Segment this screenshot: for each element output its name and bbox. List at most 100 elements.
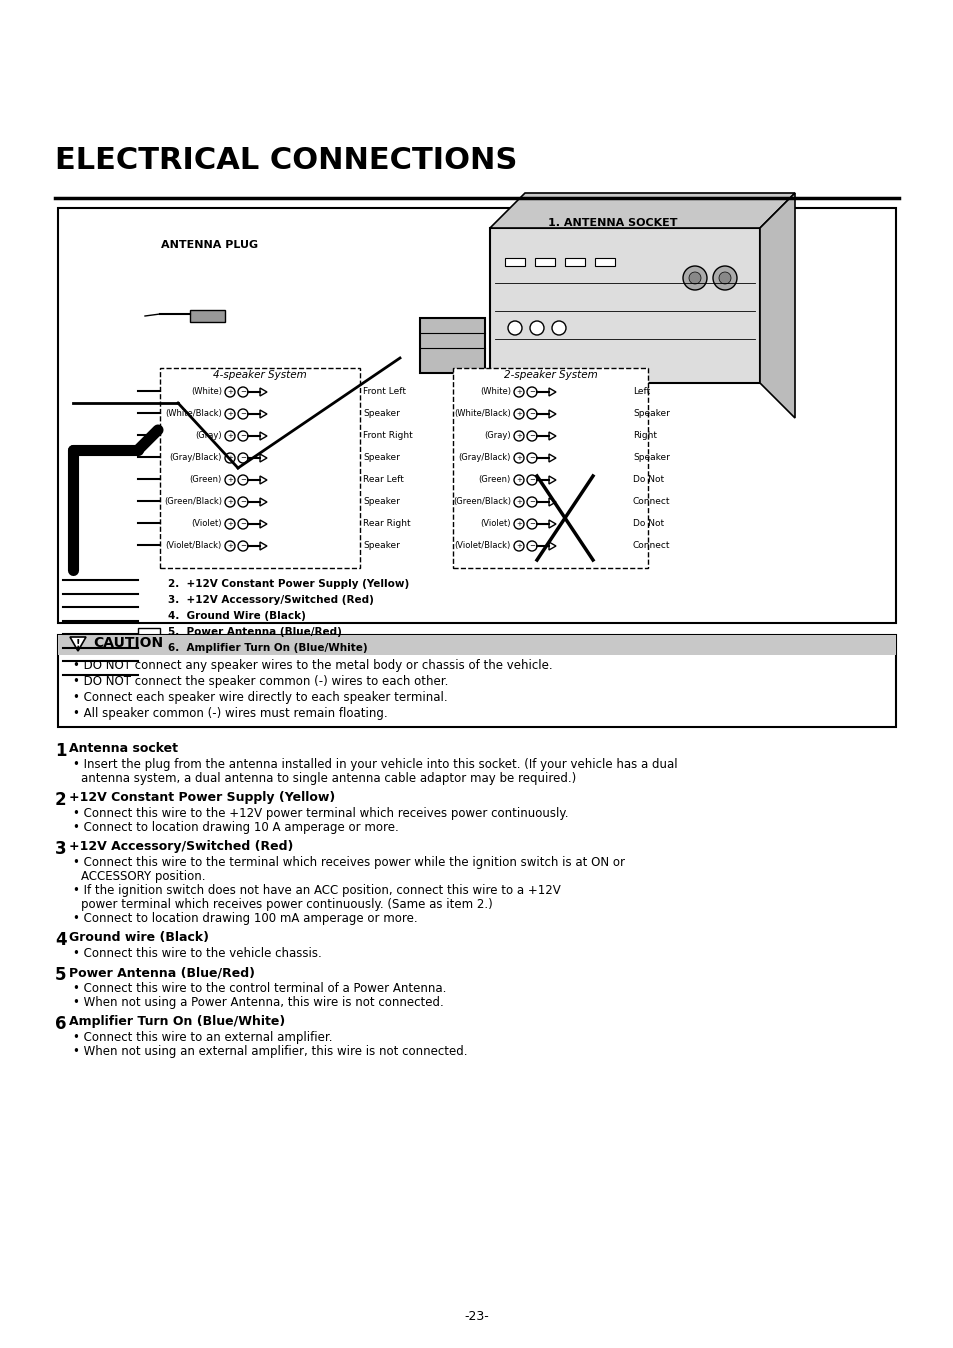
Bar bbox=[58, 635, 895, 655]
Text: +: + bbox=[516, 390, 521, 395]
Bar bbox=[535, 257, 555, 266]
Circle shape bbox=[225, 474, 234, 485]
Text: • If the ignition switch does not have an ACC position, connect this wire to a +: • If the ignition switch does not have a… bbox=[73, 884, 560, 896]
Text: 3: 3 bbox=[55, 840, 67, 857]
Text: (Gray): (Gray) bbox=[195, 431, 222, 439]
Text: +: + bbox=[227, 390, 233, 395]
Bar bbox=[58, 208, 895, 623]
Text: Do Not: Do Not bbox=[633, 474, 663, 484]
Text: +12V Constant Power Supply (Yellow): +12V Constant Power Supply (Yellow) bbox=[69, 791, 335, 803]
Circle shape bbox=[712, 266, 737, 290]
Text: Rear Left: Rear Left bbox=[363, 474, 403, 484]
Circle shape bbox=[225, 519, 234, 528]
Text: (Gray/Black): (Gray/Black) bbox=[458, 453, 511, 462]
Bar bbox=[490, 228, 760, 383]
Polygon shape bbox=[490, 193, 794, 228]
Text: Power Antenna (Blue/Red): Power Antenna (Blue/Red) bbox=[69, 967, 254, 979]
Circle shape bbox=[225, 453, 234, 462]
Bar bbox=[419, 318, 484, 373]
Circle shape bbox=[682, 266, 706, 290]
Text: Right: Right bbox=[633, 431, 657, 439]
Text: −: − bbox=[240, 543, 246, 549]
Text: −: − bbox=[240, 411, 246, 417]
Text: 1: 1 bbox=[55, 741, 67, 760]
Circle shape bbox=[526, 519, 537, 528]
Circle shape bbox=[688, 272, 700, 284]
Text: Speaker: Speaker bbox=[633, 408, 669, 418]
Bar bbox=[190, 310, 225, 322]
Text: -23-: -23- bbox=[464, 1310, 489, 1322]
Text: 4.  Ground Wire (Black): 4. Ground Wire (Black) bbox=[168, 611, 306, 621]
Text: 1. ANTENNA SOCKET: 1. ANTENNA SOCKET bbox=[547, 218, 677, 228]
Circle shape bbox=[526, 541, 537, 551]
Text: +: + bbox=[227, 520, 233, 527]
Circle shape bbox=[237, 519, 248, 528]
Circle shape bbox=[526, 453, 537, 462]
Polygon shape bbox=[548, 388, 556, 396]
Bar bbox=[453, 368, 647, 568]
Text: 2-speaker System: 2-speaker System bbox=[503, 369, 597, 380]
Text: (Violet/Black): (Violet/Black) bbox=[455, 541, 511, 550]
Text: Front Right: Front Right bbox=[363, 431, 413, 439]
Text: • All speaker common (-) wires must remain floating.: • All speaker common (-) wires must rema… bbox=[73, 706, 387, 720]
Text: Connect: Connect bbox=[633, 541, 670, 550]
Polygon shape bbox=[548, 431, 556, 439]
Text: +: + bbox=[516, 477, 521, 483]
Circle shape bbox=[514, 474, 523, 485]
Text: +: + bbox=[227, 499, 233, 506]
Text: −: − bbox=[240, 456, 246, 461]
Text: Left: Left bbox=[633, 387, 650, 396]
Text: • Connect this wire to an external amplifier.: • Connect this wire to an external ampli… bbox=[73, 1031, 333, 1043]
Circle shape bbox=[526, 431, 537, 441]
Text: Connect: Connect bbox=[633, 497, 670, 506]
Text: +: + bbox=[516, 433, 521, 439]
Circle shape bbox=[237, 408, 248, 419]
Text: !: ! bbox=[75, 639, 80, 648]
Polygon shape bbox=[548, 410, 556, 418]
Text: −: − bbox=[240, 390, 246, 395]
Text: • DO NOT connect any speaker wires to the metal body or chassis of the vehicle.: • DO NOT connect any speaker wires to th… bbox=[73, 659, 552, 673]
Circle shape bbox=[237, 541, 248, 551]
Text: (White/Black): (White/Black) bbox=[165, 408, 222, 418]
Text: 6: 6 bbox=[55, 1015, 67, 1033]
Circle shape bbox=[514, 519, 523, 528]
Text: (Green): (Green) bbox=[190, 474, 222, 484]
Circle shape bbox=[225, 497, 234, 507]
Polygon shape bbox=[548, 520, 556, 528]
Circle shape bbox=[225, 387, 234, 398]
Circle shape bbox=[507, 321, 521, 336]
Text: (Violet/Black): (Violet/Black) bbox=[166, 541, 222, 550]
Text: 4: 4 bbox=[55, 931, 67, 949]
Text: −: − bbox=[529, 433, 535, 439]
Polygon shape bbox=[548, 454, 556, 462]
Text: −: − bbox=[529, 456, 535, 461]
Circle shape bbox=[225, 408, 234, 419]
Text: 3.  +12V Accessory/Switched (Red): 3. +12V Accessory/Switched (Red) bbox=[168, 594, 374, 605]
Text: (Green): (Green) bbox=[478, 474, 511, 484]
Polygon shape bbox=[260, 454, 267, 462]
Text: +: + bbox=[227, 477, 233, 483]
Text: 2: 2 bbox=[55, 791, 67, 809]
Circle shape bbox=[552, 321, 565, 336]
Text: −: − bbox=[240, 520, 246, 527]
Circle shape bbox=[237, 431, 248, 441]
Text: CAUTION: CAUTION bbox=[92, 636, 163, 650]
Polygon shape bbox=[260, 476, 267, 484]
Circle shape bbox=[514, 541, 523, 551]
Text: • Connect each speaker wire directly to each speaker terminal.: • Connect each speaker wire directly to … bbox=[73, 692, 447, 704]
Text: (Violet): (Violet) bbox=[480, 519, 511, 528]
Text: Ground wire (Black): Ground wire (Black) bbox=[69, 931, 209, 944]
Text: ANTENNA PLUG: ANTENNA PLUG bbox=[161, 240, 258, 249]
Text: −: − bbox=[529, 543, 535, 549]
Circle shape bbox=[225, 541, 234, 551]
Text: • Connect this wire to the terminal which receives power while the ignition swit: • Connect this wire to the terminal whic… bbox=[73, 856, 624, 869]
Bar bbox=[564, 257, 584, 266]
Polygon shape bbox=[760, 193, 794, 418]
Text: (White): (White) bbox=[479, 387, 511, 396]
Text: 5: 5 bbox=[55, 967, 67, 984]
Polygon shape bbox=[260, 542, 267, 550]
Text: −: − bbox=[240, 433, 246, 439]
Text: +: + bbox=[227, 411, 233, 417]
Text: +: + bbox=[516, 543, 521, 549]
Polygon shape bbox=[260, 520, 267, 528]
